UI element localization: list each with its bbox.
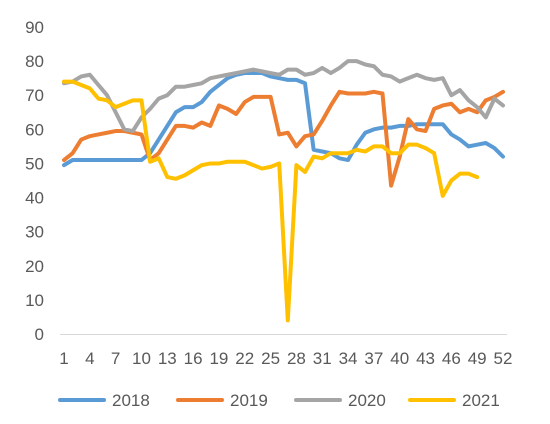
legend-item-2021: 2021 — [408, 391, 500, 410]
x-tick-label: 37 — [364, 349, 383, 368]
x-tick-label: 4 — [85, 349, 94, 368]
x-tick-label: 25 — [261, 349, 280, 368]
x-tick-label: 28 — [287, 349, 306, 368]
x-tick-label: 43 — [416, 349, 435, 368]
legend-label: 2018 — [112, 391, 150, 410]
y-tick-label: 80 — [25, 52, 44, 71]
x-tick-label: 10 — [132, 349, 151, 368]
y-tick-label: 40 — [25, 189, 44, 208]
y-tick-label: 30 — [25, 223, 44, 242]
x-axis: 1 4 7 10 13 16 19 22 25 28 31 34 37 40 43 46 49 52 — [59, 334, 513, 368]
x-tick-label: 40 — [390, 349, 409, 368]
x-tick-label: 13 — [158, 349, 177, 368]
legend-item-2020: 2020 — [294, 391, 386, 410]
legend-label: 2020 — [348, 391, 386, 410]
plot-area — [62, 59, 505, 323]
y-tick-label: 0 — [35, 325, 44, 344]
series-line-2021 — [62, 79, 480, 323]
x-tick-label: 46 — [442, 349, 461, 368]
y-tick-label: 60 — [25, 120, 44, 139]
x-tick-label: 1 — [59, 349, 68, 368]
x-tick-label: 49 — [468, 349, 487, 368]
x-tick-label: 7 — [111, 349, 120, 368]
x-tick-label: 52 — [494, 349, 513, 368]
legend-item-2019: 2019 — [176, 391, 268, 410]
y-tick-label: 20 — [25, 257, 44, 276]
x-tick-label: 22 — [235, 349, 254, 368]
series-line-2020 — [62, 59, 505, 134]
y-tick-label: 90 — [25, 18, 44, 37]
x-tick-label: 16 — [184, 349, 203, 368]
y-axis: 0 10 20 30 40 50 60 70 80 90 — [25, 18, 44, 344]
y-tick-label: 70 — [25, 86, 44, 105]
legend-label: 2021 — [462, 391, 500, 410]
series-line-2019 — [62, 89, 505, 188]
x-tick-label: 34 — [339, 349, 358, 368]
x-tick-label: 19 — [209, 349, 228, 368]
y-tick-label: 50 — [25, 154, 44, 173]
legend: 2018 2019 2020 2021 — [58, 391, 500, 410]
legend-item-2018: 2018 — [58, 391, 150, 410]
legend-label: 2019 — [230, 391, 268, 410]
series-line-2018 — [62, 71, 505, 168]
y-tick-label: 10 — [25, 291, 44, 310]
x-tick-label: 31 — [313, 349, 332, 368]
